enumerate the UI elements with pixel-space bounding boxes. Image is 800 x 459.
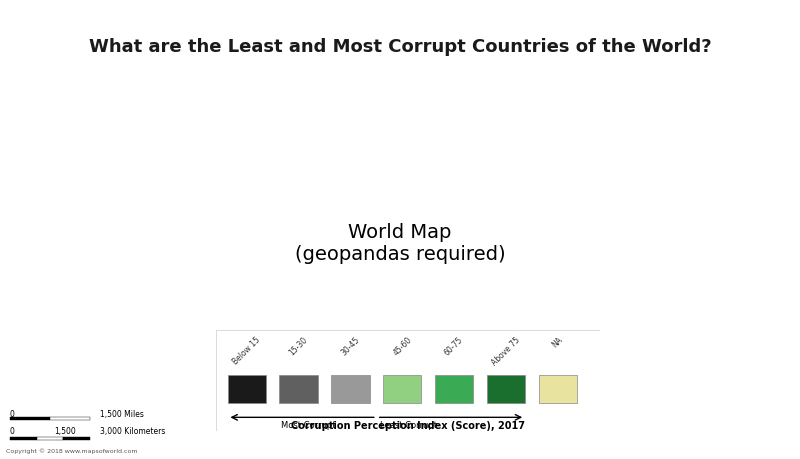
Bar	[37, 437, 63, 440]
Bar	[383, 375, 422, 403]
Bar	[10, 437, 37, 440]
Text: Below 15: Below 15	[231, 336, 262, 367]
Bar	[435, 375, 474, 403]
Text: What are the Least and Most Corrupt Countries of the World?: What are the Least and Most Corrupt Coun…	[89, 38, 711, 56]
FancyBboxPatch shape	[24, 17, 776, 81]
Text: 0: 0	[10, 427, 15, 436]
Bar	[279, 375, 318, 403]
Bar	[227, 375, 266, 403]
Text: World Map
(geopandas required): World Map (geopandas required)	[294, 223, 506, 264]
Text: 0: 0	[10, 409, 15, 419]
Text: 60-75: 60-75	[443, 336, 465, 358]
Bar	[331, 375, 370, 403]
Text: 15-30: 15-30	[287, 336, 310, 358]
Bar	[10, 417, 50, 420]
Text: 1,500 Miles: 1,500 Miles	[100, 409, 144, 419]
Text: 30-45: 30-45	[339, 336, 362, 358]
Text: Most Corrupt: Most Corrupt	[281, 421, 335, 431]
Text: NA: NA	[550, 336, 565, 350]
Text: Least Corrupt: Least Corrupt	[379, 421, 437, 431]
Bar	[538, 375, 577, 403]
Text: Above 75: Above 75	[490, 336, 522, 367]
Text: Copyright © 2018 www.mapsofworld.com: Copyright © 2018 www.mapsofworld.com	[6, 448, 138, 454]
Bar	[63, 437, 90, 440]
Text: 45-60: 45-60	[391, 336, 414, 358]
FancyBboxPatch shape	[216, 330, 600, 431]
Text: 1,500: 1,500	[54, 427, 76, 436]
Bar	[50, 417, 90, 420]
Text: Corruption Perception Index (Score), 2017: Corruption Perception Index (Score), 201…	[291, 421, 525, 431]
Bar	[486, 375, 525, 403]
Text: 3,000 Kilometers: 3,000 Kilometers	[100, 427, 166, 436]
